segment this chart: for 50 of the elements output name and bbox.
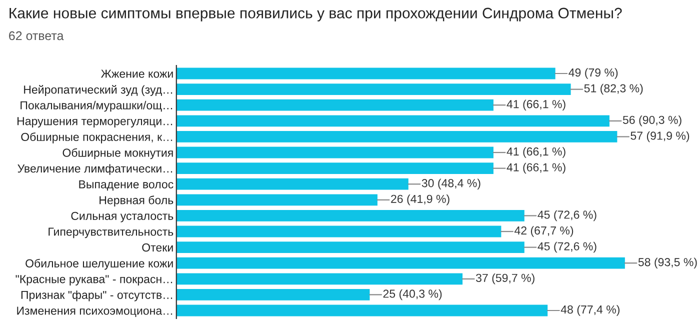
chart-title: Какие новые симптомы впервые появились у вас при прохождении Синдрома Отмены?: [10, 8, 622, 22]
bar: [176, 273, 463, 285]
y-tick-label: "Красные рукава" - покрасн…: [16, 275, 172, 286]
bar: [176, 146, 494, 158]
data-label: 41 (66,1 %): [506, 147, 566, 158]
y-tick-label: Нейропатический зуд (зуд…: [24, 85, 172, 96]
y-tick-label: Изменения психоэмоциона…: [17, 306, 172, 317]
data-label: 49 (79 %): [568, 68, 618, 79]
bar: [176, 131, 618, 142]
y-tick-label: Покалывания/мурашки/ощ…: [20, 100, 172, 112]
data-label: 51 (82,3 %): [584, 84, 643, 95]
text: 62 ответа: [9, 31, 64, 40]
y-tick-label: Гиперчувствительность: [48, 228, 174, 238]
bar: [176, 226, 502, 238]
y-tick-label: Обширные мокнутия: [62, 148, 173, 160]
bar: [176, 115, 610, 127]
data-label: 58 (93,5 %): [638, 258, 697, 268]
data-label: 56 (90,3 %): [622, 116, 682, 126]
data-label: 57 (91,9 %): [630, 131, 690, 142]
y-tick-label: Признак "фары" - отсутств…: [21, 290, 172, 302]
y-tick-label: Увеличение лимфатически…: [18, 164, 172, 175]
bar: [176, 257, 625, 269]
y-tick-label: Нервная боль: [100, 196, 174, 207]
bar: [176, 242, 524, 253]
data-label: 37 (59,7 %): [476, 274, 534, 284]
data-label: 41 (66,1 %): [506, 162, 566, 174]
data-label: 45 (72,6 %): [538, 242, 596, 253]
bar: [176, 210, 524, 222]
y-tick-label: Жжение кожи: [100, 70, 173, 78]
data-label: 48 (77,4 %): [560, 305, 620, 316]
y-tick-label: Отеки: [142, 243, 173, 252]
bar: [176, 68, 556, 80]
y-tick-label: Нарушения терморегуляци…: [18, 117, 172, 128]
y-tick-label: Сильная усталость: [71, 212, 174, 222]
bar: [176, 162, 494, 174]
data-label: 41 (66,1 %): [506, 100, 566, 110]
data-label: 30 (48,4 %): [422, 178, 480, 190]
bar: [176, 289, 370, 300]
bar: [176, 84, 571, 95]
data-label: 45 (72,6 %): [538, 210, 596, 222]
data-label: 25 (40,3 %): [383, 289, 442, 300]
y-tick-label: Обширные покраснения, к…: [21, 132, 172, 144]
data-label: 42 (67,7 %): [514, 226, 574, 237]
bar: [176, 194, 378, 206]
y-tick-label: Выпадение волос: [79, 180, 174, 191]
bar: [176, 178, 408, 190]
data-label: 26 (41,9 %): [391, 194, 450, 206]
bar: [176, 304, 548, 316]
bar: [176, 99, 494, 111]
y-tick-label: Обильное шелушение кожи: [26, 258, 173, 270]
